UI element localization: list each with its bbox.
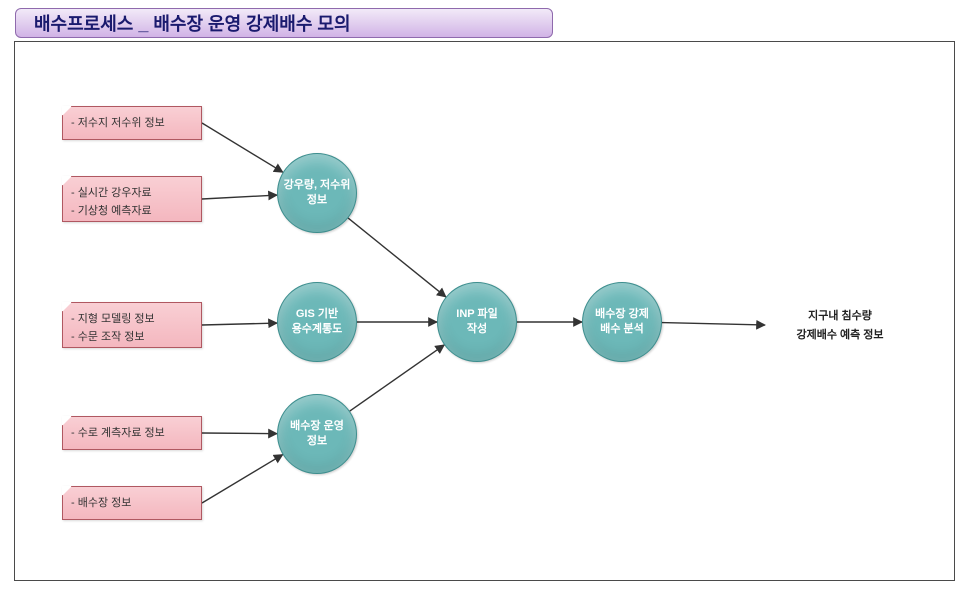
diagram-title: 배수프로세스 _ 배수장 운영 강제배수 모의 [15, 8, 553, 38]
process-p3: 배수장 운영정보 [277, 394, 357, 474]
process-label-line: 용수계통도 [292, 322, 343, 337]
diagram-canvas: 배수프로세스 _ 배수장 운영 강제배수 모의 - 저수지 저수위 정보 - 실시… [0, 0, 969, 596]
process-label: INP 파일작성 [456, 307, 497, 337]
process-label-line: 강우량, 저수위 [284, 178, 351, 193]
output-line: 지구내 침수량 [777, 307, 903, 326]
process-p4: INP 파일작성 [437, 282, 517, 362]
process-label: 배수장 강제배수 분석 [595, 307, 649, 337]
output-line: 강제배수 예측 정보 [777, 326, 903, 345]
process-p2: GIS 기반용수계통도 [277, 282, 357, 362]
input-line: - 지형 모델링 정보 [71, 311, 195, 329]
process-p5: 배수장 강제배수 분석 [582, 282, 662, 362]
process-label-line: 정보 [290, 434, 344, 449]
input-line: - 실시간 강우자료 [71, 185, 195, 203]
process-label-line: INP 파일 [456, 307, 497, 322]
process-label: 강우량, 저수위정보 [284, 178, 351, 208]
process-label: GIS 기반용수계통도 [292, 307, 343, 337]
input-line: - 배수장 정보 [71, 495, 195, 513]
process-label-line: 배수장 강제 [595, 307, 649, 322]
diagram-title-text: 배수프로세스 _ 배수장 운영 강제배수 모의 [34, 10, 351, 36]
process-label-line: GIS 기반 [292, 307, 343, 322]
input-line: - 저수지 저수위 정보 [71, 115, 195, 133]
process-label: 배수장 운영정보 [290, 419, 344, 449]
input-box-in5: - 배수장 정보 [62, 486, 202, 520]
process-label-line: 배수 분석 [595, 322, 649, 337]
process-label-line: 작성 [456, 322, 497, 337]
process-label-line: 배수장 운영 [290, 419, 344, 434]
input-box-in4: - 수로 계측자료 정보 [62, 416, 202, 450]
input-box-in1: - 저수지 저수위 정보 [62, 106, 202, 140]
process-label-line: 정보 [284, 193, 351, 208]
input-line: - 수로 계측자료 정보 [71, 425, 195, 443]
input-box-in3: - 지형 모델링 정보- 수문 조작 정보 [62, 302, 202, 348]
process-p1: 강우량, 저수위정보 [277, 153, 357, 233]
input-box-in2: - 실시간 강우자료- 기상청 예측자료 [62, 176, 202, 222]
input-line: - 수문 조작 정보 [71, 329, 195, 347]
input-line: - 기상청 예측자료 [71, 203, 195, 221]
output-note: 지구내 침수량강제배수 예측 정보 [765, 297, 915, 353]
